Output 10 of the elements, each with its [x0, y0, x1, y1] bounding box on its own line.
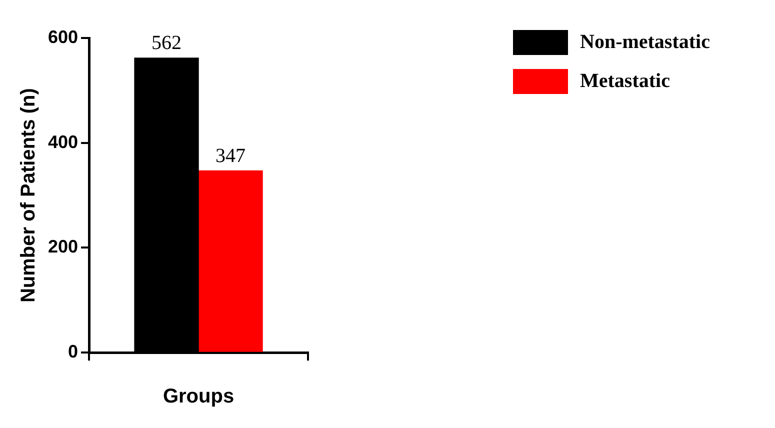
legend-label: Non-metastatic — [580, 31, 710, 54]
y-tick-label: 600 — [48, 26, 78, 47]
y-tick-label: 200 — [48, 236, 78, 257]
y-axis-title: Number of Patients (n) — [18, 88, 40, 303]
data-label: 562 — [152, 32, 182, 54]
data-label: 347 — [216, 144, 246, 167]
y-tick-label: 400 — [48, 132, 78, 152]
legend-label: Metastatic — [580, 70, 670, 93]
x-axis-title: Groups — [162, 386, 234, 408]
y-tick-label: 0 — [68, 342, 78, 362]
